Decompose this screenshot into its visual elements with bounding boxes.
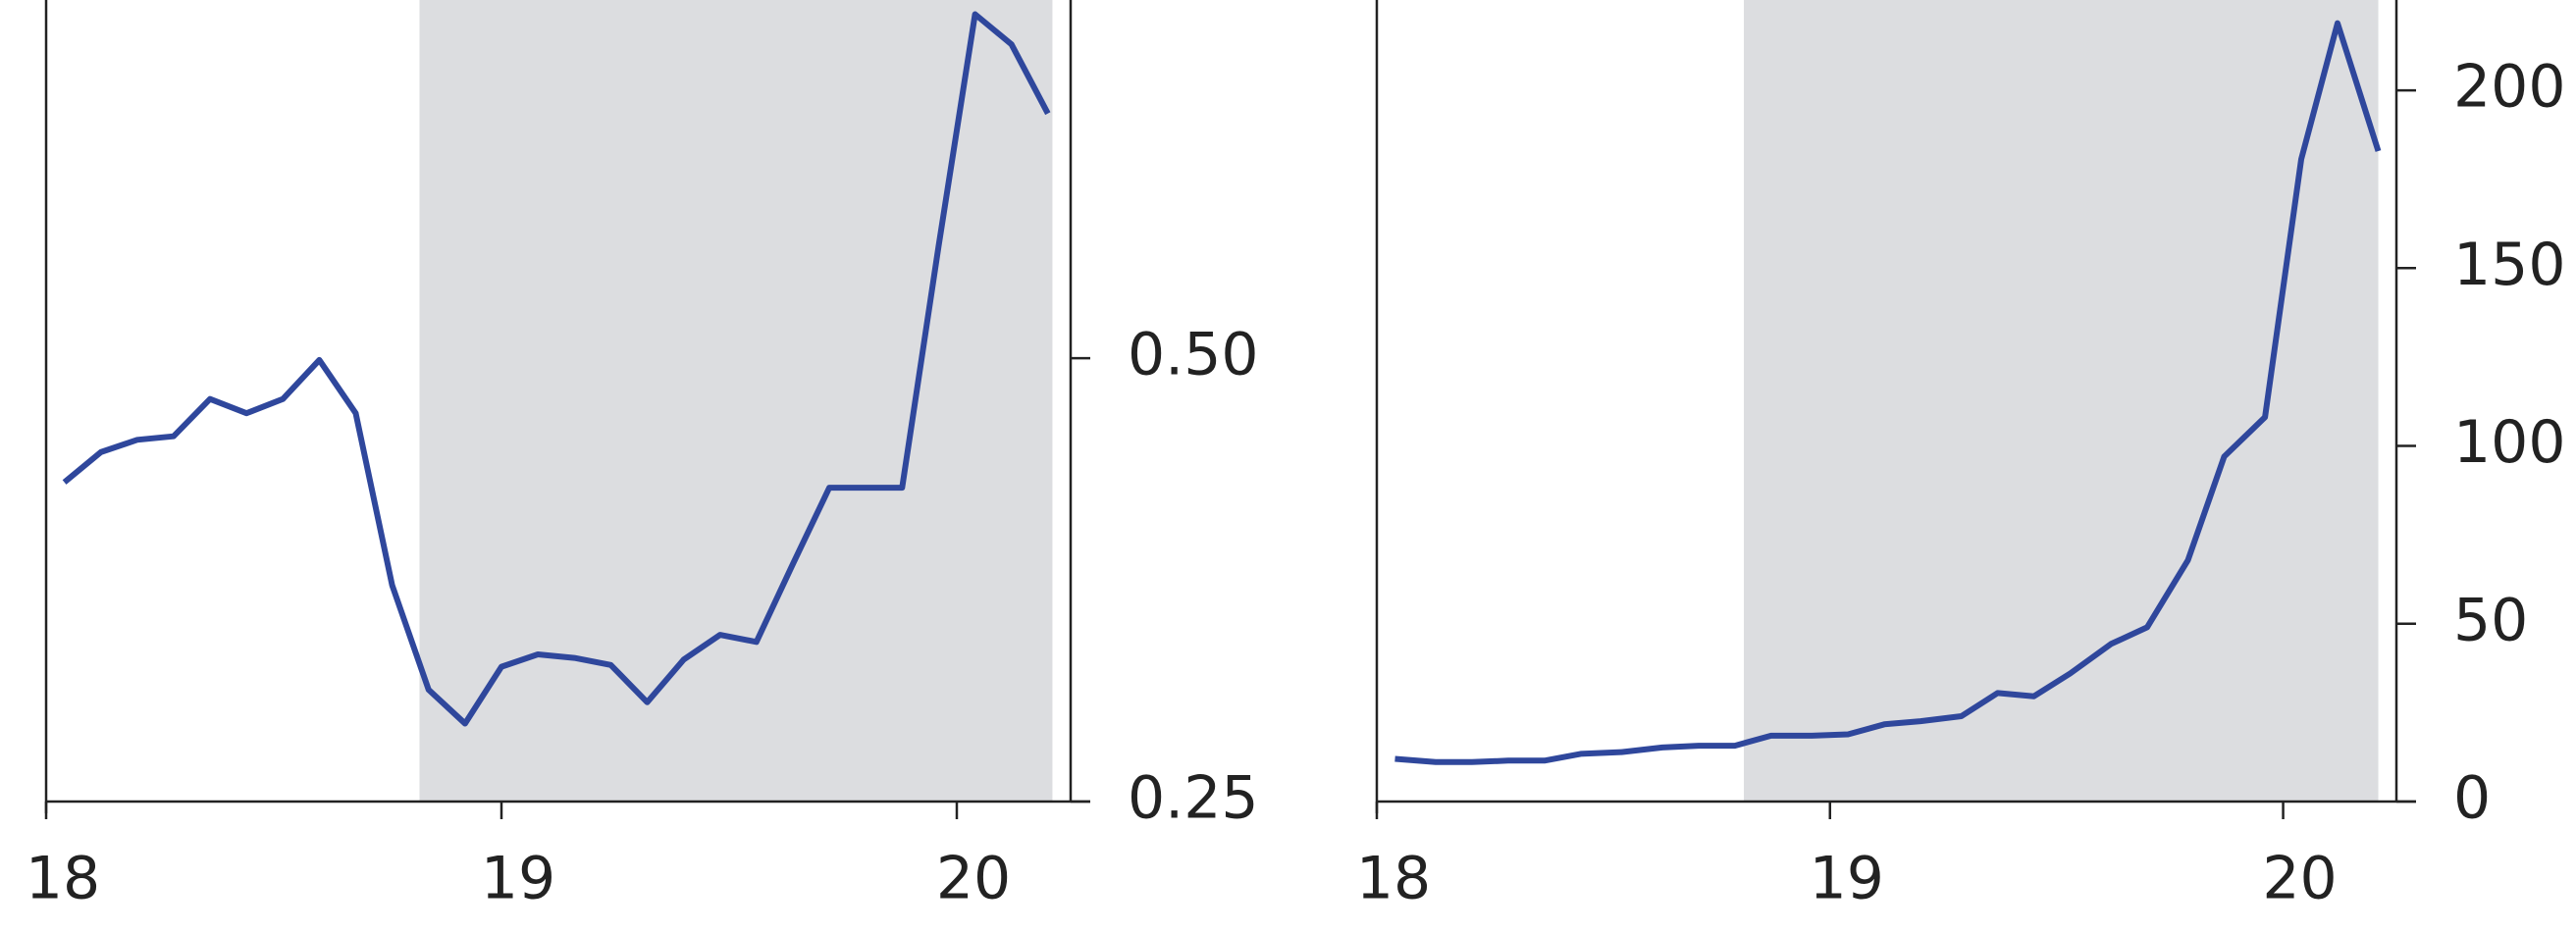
y-tick-label: 100 [2453,408,2566,477]
x-tick-label: 18 [1356,845,1431,913]
y-tick-label: 0.50 [1128,321,1259,389]
x-tick-label: 18 [26,845,100,913]
x-tick-label: 19 [481,845,555,913]
x-tick-label: 20 [936,845,1011,913]
y-tick-label: 0.25 [1128,764,1259,833]
y-tick-label: 0 [2453,764,2491,833]
y-tick-label: 50 [2453,586,2528,654]
y-tick-label: 150 [2453,231,2566,299]
y-tick-label: 200 [2453,53,2566,122]
shaded-region [419,0,1053,802]
x-tick-label: 20 [2262,845,2337,913]
shaded-region [1744,0,2379,802]
data-line [62,11,1051,727]
data-line [1394,20,2382,765]
x-tick-label: 19 [1810,845,1884,913]
